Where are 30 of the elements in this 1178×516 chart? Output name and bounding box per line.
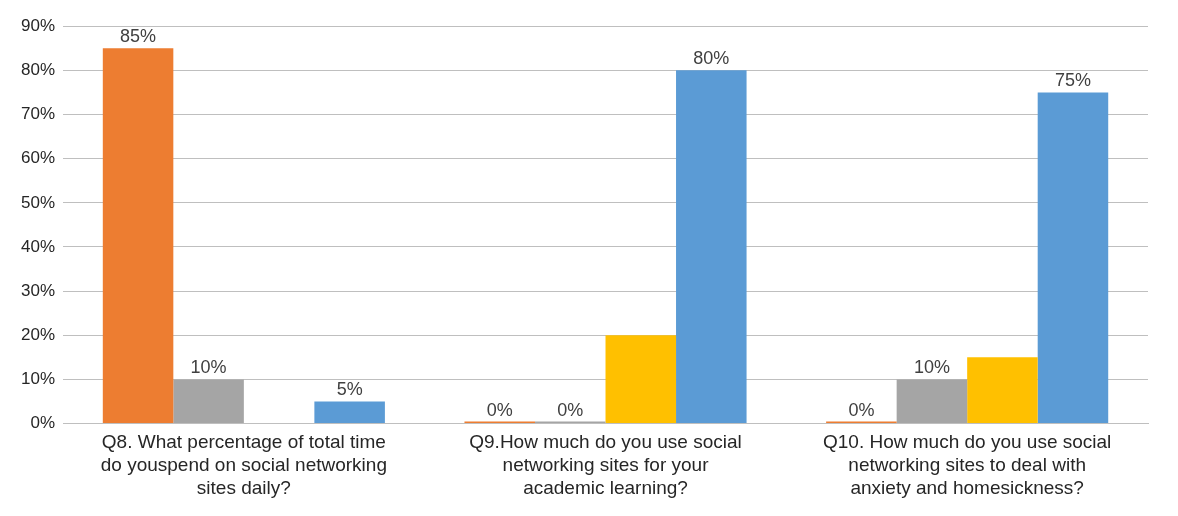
x-tick-label: Q10. How much do you use social networking sites to deal with anxiety and homesickness?: [823, 431, 1112, 498]
bar: [676, 70, 747, 424]
bar: [102, 48, 174, 424]
data-label: 5%: [336, 379, 363, 400]
bar: [896, 379, 968, 424]
data-label: 85%: [120, 26, 157, 47]
y-tick-label: 90%: [20, 15, 56, 35]
data-label: 0%: [486, 399, 513, 420]
y-tick-label: 40%: [20, 236, 56, 256]
bar: [967, 357, 1038, 424]
y-tick-label: 20%: [20, 324, 56, 344]
data-label: 75%: [1054, 70, 1091, 91]
y-tick-label: 80%: [20, 60, 56, 80]
x-tick-label: Q8. What percentage of total time do youspend on social networking sites daily?: [100, 431, 387, 498]
bar: [173, 379, 244, 424]
data-label: 10%: [913, 357, 950, 378]
y-tick-label: 60%: [20, 148, 56, 168]
y-tick-label: 30%: [20, 280, 56, 300]
y-tick-label: 10%: [20, 369, 56, 389]
bar: [1037, 92, 1109, 424]
y-tick-label: 70%: [20, 104, 56, 124]
data-label: 0%: [557, 399, 584, 420]
data-label: 80%: [693, 48, 730, 69]
data-label: 0%: [848, 399, 875, 420]
bar: [314, 401, 385, 424]
y-tick-label: 50%: [20, 192, 56, 212]
data-label: 10%: [190, 357, 227, 378]
bar: [605, 335, 677, 424]
x-tick-label: Q9.How much do you use social networking sites for your academic learning?: [469, 431, 742, 498]
y-tick-label: 0%: [30, 413, 56, 433]
